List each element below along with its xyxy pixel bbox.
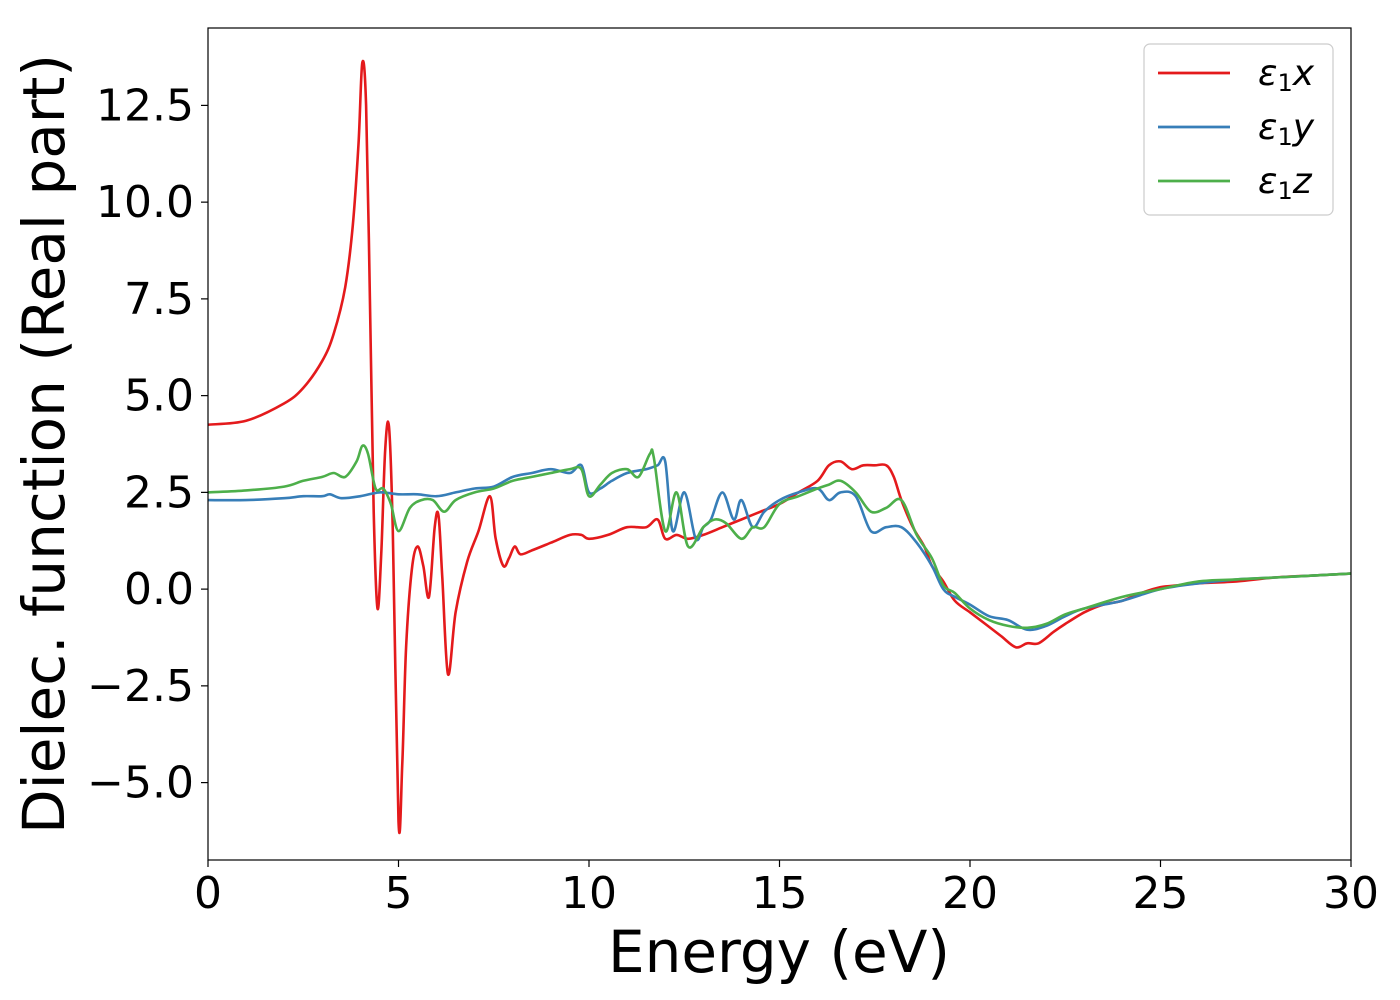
x-tick-label: 15 (752, 868, 808, 919)
y-tick-label: 0.0 (124, 564, 194, 615)
x-tick-label: 0 (194, 868, 222, 919)
legend-label-x: ε1x (1258, 53, 1315, 97)
y-tick-label: 7.5 (124, 274, 194, 325)
y-tick-label: 12.5 (96, 80, 194, 131)
y-tick-label: 10.0 (96, 177, 194, 228)
y-tick-label: −2.5 (87, 661, 194, 712)
y-axis-title: Dielec. function (Real part) (10, 54, 78, 834)
x-tick-label: 25 (1133, 868, 1189, 919)
legend: ε1x ε1y ε1z (1143, 43, 1334, 216)
y-tick-label: 5.0 (124, 371, 194, 422)
legend-box (1143, 43, 1334, 216)
legend-label-y: ε1y (1258, 107, 1315, 151)
series-line-x (208, 59, 1351, 834)
x-tick-label: 10 (561, 868, 617, 919)
x-tick-label: 5 (385, 868, 413, 919)
y-tick-label: −5.0 (87, 758, 194, 809)
legend-label-z: ε1z (1258, 161, 1313, 205)
x-tick-label: 20 (942, 868, 998, 919)
y-tick-label: 2.5 (124, 467, 194, 518)
series-line-y (208, 455, 1351, 632)
x-tick-label: 30 (1323, 868, 1379, 919)
series-line-z (208, 444, 1351, 630)
x-axis-title: Energy (eV) (608, 918, 950, 986)
